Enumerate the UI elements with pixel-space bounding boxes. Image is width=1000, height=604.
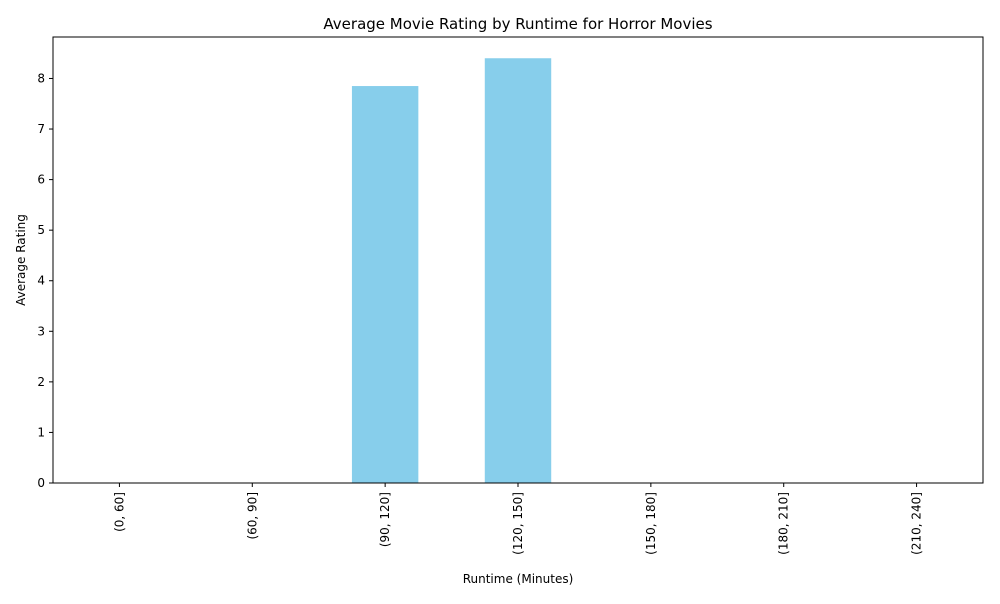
x-tick-label: (180, 210] [777, 492, 791, 555]
x-tick-label: (150, 180] [644, 492, 658, 555]
y-axis-label: Average Rating [14, 214, 28, 306]
x-tick-label: (0, 60] [112, 492, 126, 532]
y-tick-label: 8 [37, 71, 45, 85]
x-tick-label: (210, 240] [910, 492, 924, 555]
y-tick-label: 4 [37, 274, 45, 288]
y-tick-label: 6 [37, 173, 45, 187]
bar [484, 58, 552, 483]
x-axis-label: Runtime (Minutes) [463, 572, 574, 586]
x-tick-label: (60, 90] [245, 492, 259, 540]
x-tick-label: (120, 150] [511, 492, 525, 555]
y-tick-label: 2 [37, 375, 45, 389]
y-tick-label: 1 [37, 425, 45, 439]
y-tick-label: 5 [37, 223, 45, 237]
chart-title: Average Movie Rating by Runtime for Horr… [323, 15, 712, 33]
y-tick-label: 0 [37, 476, 45, 490]
y-tick-label: 3 [37, 324, 45, 338]
x-tick-label: (90, 120] [378, 492, 392, 547]
bar [351, 86, 419, 483]
plot-area: 0 1 2 3 4 5 6 7 8 (0, 60] (60, 90] (90, 120] (120, 1… [37, 36, 984, 555]
y-tick-label: 7 [37, 122, 45, 136]
